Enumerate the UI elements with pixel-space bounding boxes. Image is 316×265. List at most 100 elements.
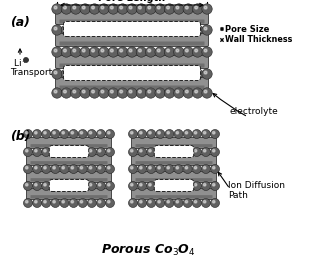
Circle shape [155, 25, 165, 35]
Circle shape [146, 47, 156, 57]
Circle shape [73, 90, 76, 93]
Circle shape [129, 182, 137, 191]
Circle shape [185, 27, 188, 30]
Circle shape [192, 182, 201, 191]
Circle shape [42, 165, 51, 174]
Circle shape [174, 182, 183, 191]
Text: (b): (b) [10, 130, 31, 143]
Circle shape [131, 149, 133, 152]
Circle shape [201, 198, 210, 207]
Circle shape [42, 182, 51, 191]
Circle shape [129, 90, 132, 93]
Circle shape [107, 131, 110, 134]
Circle shape [174, 4, 184, 14]
Circle shape [176, 49, 179, 52]
FancyBboxPatch shape [59, 20, 204, 24]
Circle shape [70, 47, 81, 57]
Circle shape [80, 69, 90, 79]
Circle shape [62, 131, 64, 134]
Circle shape [92, 27, 94, 30]
Circle shape [118, 69, 128, 79]
Circle shape [44, 201, 46, 203]
Circle shape [23, 165, 33, 174]
Circle shape [149, 131, 151, 134]
Circle shape [156, 148, 165, 157]
Circle shape [131, 131, 133, 134]
Circle shape [147, 148, 156, 157]
Circle shape [127, 88, 137, 98]
Circle shape [92, 90, 94, 93]
Circle shape [62, 183, 64, 186]
Circle shape [34, 149, 37, 152]
Circle shape [60, 130, 69, 139]
Circle shape [195, 6, 198, 9]
Circle shape [26, 149, 28, 152]
Circle shape [73, 27, 76, 30]
Text: Porous Co$_3$O$_4$: Porous Co$_3$O$_4$ [100, 243, 195, 258]
Circle shape [98, 201, 101, 203]
Circle shape [202, 47, 212, 57]
Circle shape [96, 130, 106, 139]
Circle shape [204, 183, 206, 186]
Circle shape [34, 166, 37, 169]
Circle shape [136, 47, 147, 57]
Circle shape [174, 130, 183, 139]
Circle shape [192, 148, 201, 157]
Circle shape [53, 201, 55, 203]
Circle shape [192, 4, 203, 14]
Circle shape [73, 49, 76, 52]
Circle shape [54, 49, 57, 52]
Circle shape [42, 148, 51, 157]
Circle shape [80, 131, 83, 134]
Circle shape [101, 27, 104, 30]
Circle shape [44, 131, 46, 134]
Circle shape [69, 165, 78, 174]
Circle shape [64, 90, 66, 93]
Circle shape [87, 165, 96, 174]
Circle shape [201, 165, 210, 174]
Circle shape [52, 69, 62, 79]
Circle shape [108, 69, 118, 79]
Circle shape [106, 130, 114, 139]
Text: Ion Diffusion: Ion Diffusion [228, 182, 285, 191]
Circle shape [157, 27, 160, 30]
Circle shape [89, 69, 100, 79]
Circle shape [87, 198, 96, 207]
Circle shape [147, 165, 156, 174]
Circle shape [89, 47, 100, 57]
Circle shape [195, 27, 198, 30]
Circle shape [82, 27, 85, 30]
FancyBboxPatch shape [131, 138, 216, 148]
Circle shape [157, 49, 160, 52]
Circle shape [212, 183, 215, 186]
Circle shape [176, 6, 179, 9]
Circle shape [149, 149, 151, 152]
Circle shape [69, 182, 78, 191]
Circle shape [120, 27, 123, 30]
Circle shape [183, 165, 192, 174]
Circle shape [176, 149, 179, 152]
Circle shape [164, 25, 175, 35]
Circle shape [192, 25, 203, 35]
Circle shape [158, 166, 160, 169]
Circle shape [61, 47, 72, 57]
Circle shape [110, 49, 113, 52]
Circle shape [165, 165, 174, 174]
Circle shape [60, 182, 69, 191]
Circle shape [107, 166, 110, 169]
Circle shape [201, 130, 210, 139]
Circle shape [60, 165, 69, 174]
Circle shape [89, 201, 92, 203]
FancyBboxPatch shape [49, 179, 89, 192]
Circle shape [146, 88, 156, 98]
Circle shape [70, 88, 81, 98]
Circle shape [157, 6, 160, 9]
Circle shape [42, 198, 51, 207]
Circle shape [51, 198, 60, 207]
Circle shape [194, 201, 197, 203]
Circle shape [98, 183, 101, 186]
Circle shape [176, 131, 179, 134]
Circle shape [155, 88, 165, 98]
Circle shape [87, 182, 96, 191]
Circle shape [156, 198, 165, 207]
